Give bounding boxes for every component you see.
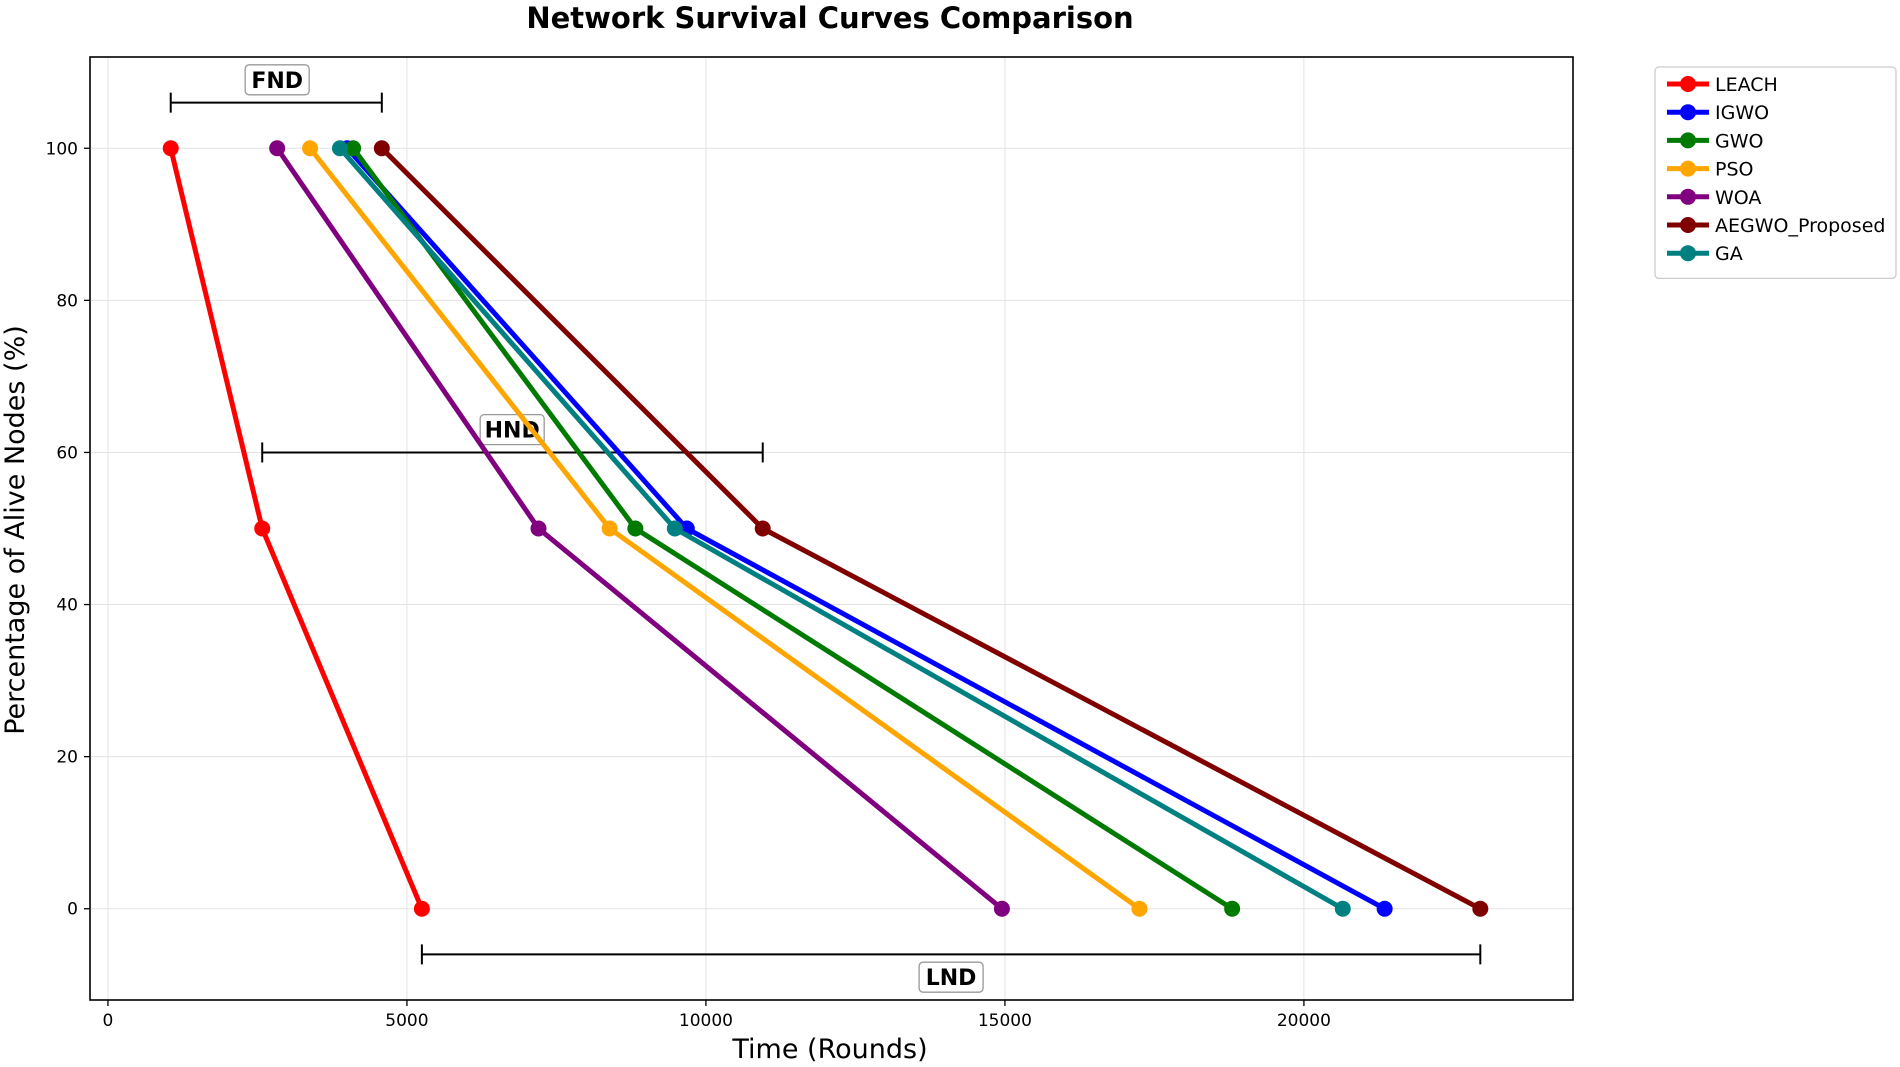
series-line — [168, 145, 425, 912]
series-aegwo_proposed — [373, 140, 1489, 917]
legend-label: GWO — [1715, 130, 1763, 152]
data-point — [162, 140, 179, 157]
legend-label: LEACH — [1715, 74, 1778, 96]
y-tick-label: 40 — [56, 596, 78, 616]
legend-label: GA — [1715, 243, 1743, 265]
legend-marker — [1680, 104, 1696, 121]
legend-marker — [1680, 188, 1696, 205]
x-tick-label: 0 — [103, 1011, 114, 1031]
annotations: FND HND LND — [169, 64, 1482, 993]
data-point — [1224, 900, 1241, 917]
series-gwo — [345, 140, 1241, 917]
data-point — [754, 520, 771, 537]
data-point — [1376, 900, 1393, 917]
data-point — [601, 520, 618, 537]
legend-marker — [1680, 245, 1696, 262]
legend-label: WOA — [1715, 187, 1761, 209]
y-tick-label: 20 — [56, 748, 78, 768]
x-tick-label: 15000 — [978, 1011, 1032, 1031]
data-point — [530, 520, 547, 537]
series-line — [350, 145, 1235, 912]
series-pso — [302, 140, 1148, 917]
data-point — [373, 140, 390, 157]
legend-entry-leach: LEACH — [1667, 74, 1778, 96]
series-line — [337, 145, 1346, 912]
data-point — [331, 140, 348, 157]
legend-entry-ga: GA — [1667, 243, 1743, 265]
x-tick-label: 10000 — [679, 1011, 733, 1031]
legend-label: IGWO — [1715, 102, 1769, 124]
series-lines — [162, 140, 1489, 917]
data-point — [666, 520, 683, 537]
legend-entry-pso: PSO — [1667, 159, 1753, 181]
series-line — [307, 145, 1142, 912]
x-axis-title: Time (Rounds) — [731, 1034, 927, 1065]
x-tick-label: 5000 — [385, 1011, 428, 1031]
y-axis-title: Percentage of Alive Nodes (%) — [0, 325, 31, 735]
annotation-label-box — [918, 961, 984, 993]
y-tick-label: 80 — [56, 291, 78, 311]
legend-marker — [1680, 217, 1696, 233]
legend-marker — [1680, 76, 1696, 92]
annotation-hnd: HND — [261, 413, 764, 463]
annotation-label: LND — [926, 966, 977, 991]
y-tick-label: 60 — [56, 443, 78, 463]
legend-marker — [1680, 160, 1696, 177]
data-point — [1472, 900, 1489, 917]
legend-box — [1654, 66, 1897, 280]
annotation-label-box — [244, 64, 310, 96]
legend: LEACH IGWO GWO PSO WOA AEGWO_Proposed GA — [1654, 66, 1897, 280]
chart-title: Network Survival Curves Comparison — [526, 1, 1133, 35]
data-point — [254, 520, 271, 537]
series-leach — [162, 140, 430, 917]
legend-entry-igwo: IGWO — [1667, 102, 1769, 124]
annotation-label: FND — [251, 69, 303, 94]
legend-label: AEGWO_Proposed — [1715, 215, 1885, 237]
data-point — [269, 140, 286, 157]
legend-entry-gwo: GWO — [1667, 130, 1763, 152]
x-tick-label: 20000 — [1277, 1011, 1331, 1031]
y-tick-label: 0 — [67, 900, 78, 920]
legend-marker — [1680, 132, 1696, 149]
legend-entry-aegwo_proposed: AEGWO_Proposed — [1667, 215, 1885, 237]
annotation-lnd: LND — [420, 944, 1482, 993]
data-point — [302, 140, 319, 157]
data-point — [993, 900, 1010, 917]
data-point — [1131, 900, 1148, 917]
plot-frame — [89, 56, 1574, 1001]
data-point — [413, 900, 430, 917]
y-tick-label: 100 — [46, 139, 78, 159]
data-point — [1334, 900, 1351, 917]
legend-entry-woa: WOA — [1667, 187, 1761, 209]
legend-label: PSO — [1715, 159, 1753, 181]
annotation-fnd: FND — [169, 64, 383, 113]
series-line — [379, 145, 1483, 912]
axis-ticks: 0 5000 10000 15000 20000 0 20 40 60 80 100 — [46, 139, 1331, 1031]
data-point — [345, 140, 362, 157]
data-point — [627, 520, 644, 537]
series-ga — [331, 140, 1351, 917]
series-woa — [269, 140, 1010, 917]
